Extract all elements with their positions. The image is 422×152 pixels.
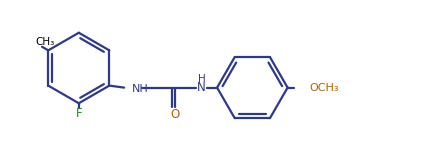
Text: O: O: [171, 108, 180, 121]
Text: CH₃: CH₃: [35, 36, 55, 47]
Text: N: N: [197, 81, 206, 94]
Text: NH: NH: [132, 84, 149, 94]
Text: F: F: [76, 107, 82, 120]
Text: OCH₃: OCH₃: [309, 83, 339, 93]
Text: H: H: [197, 74, 206, 84]
